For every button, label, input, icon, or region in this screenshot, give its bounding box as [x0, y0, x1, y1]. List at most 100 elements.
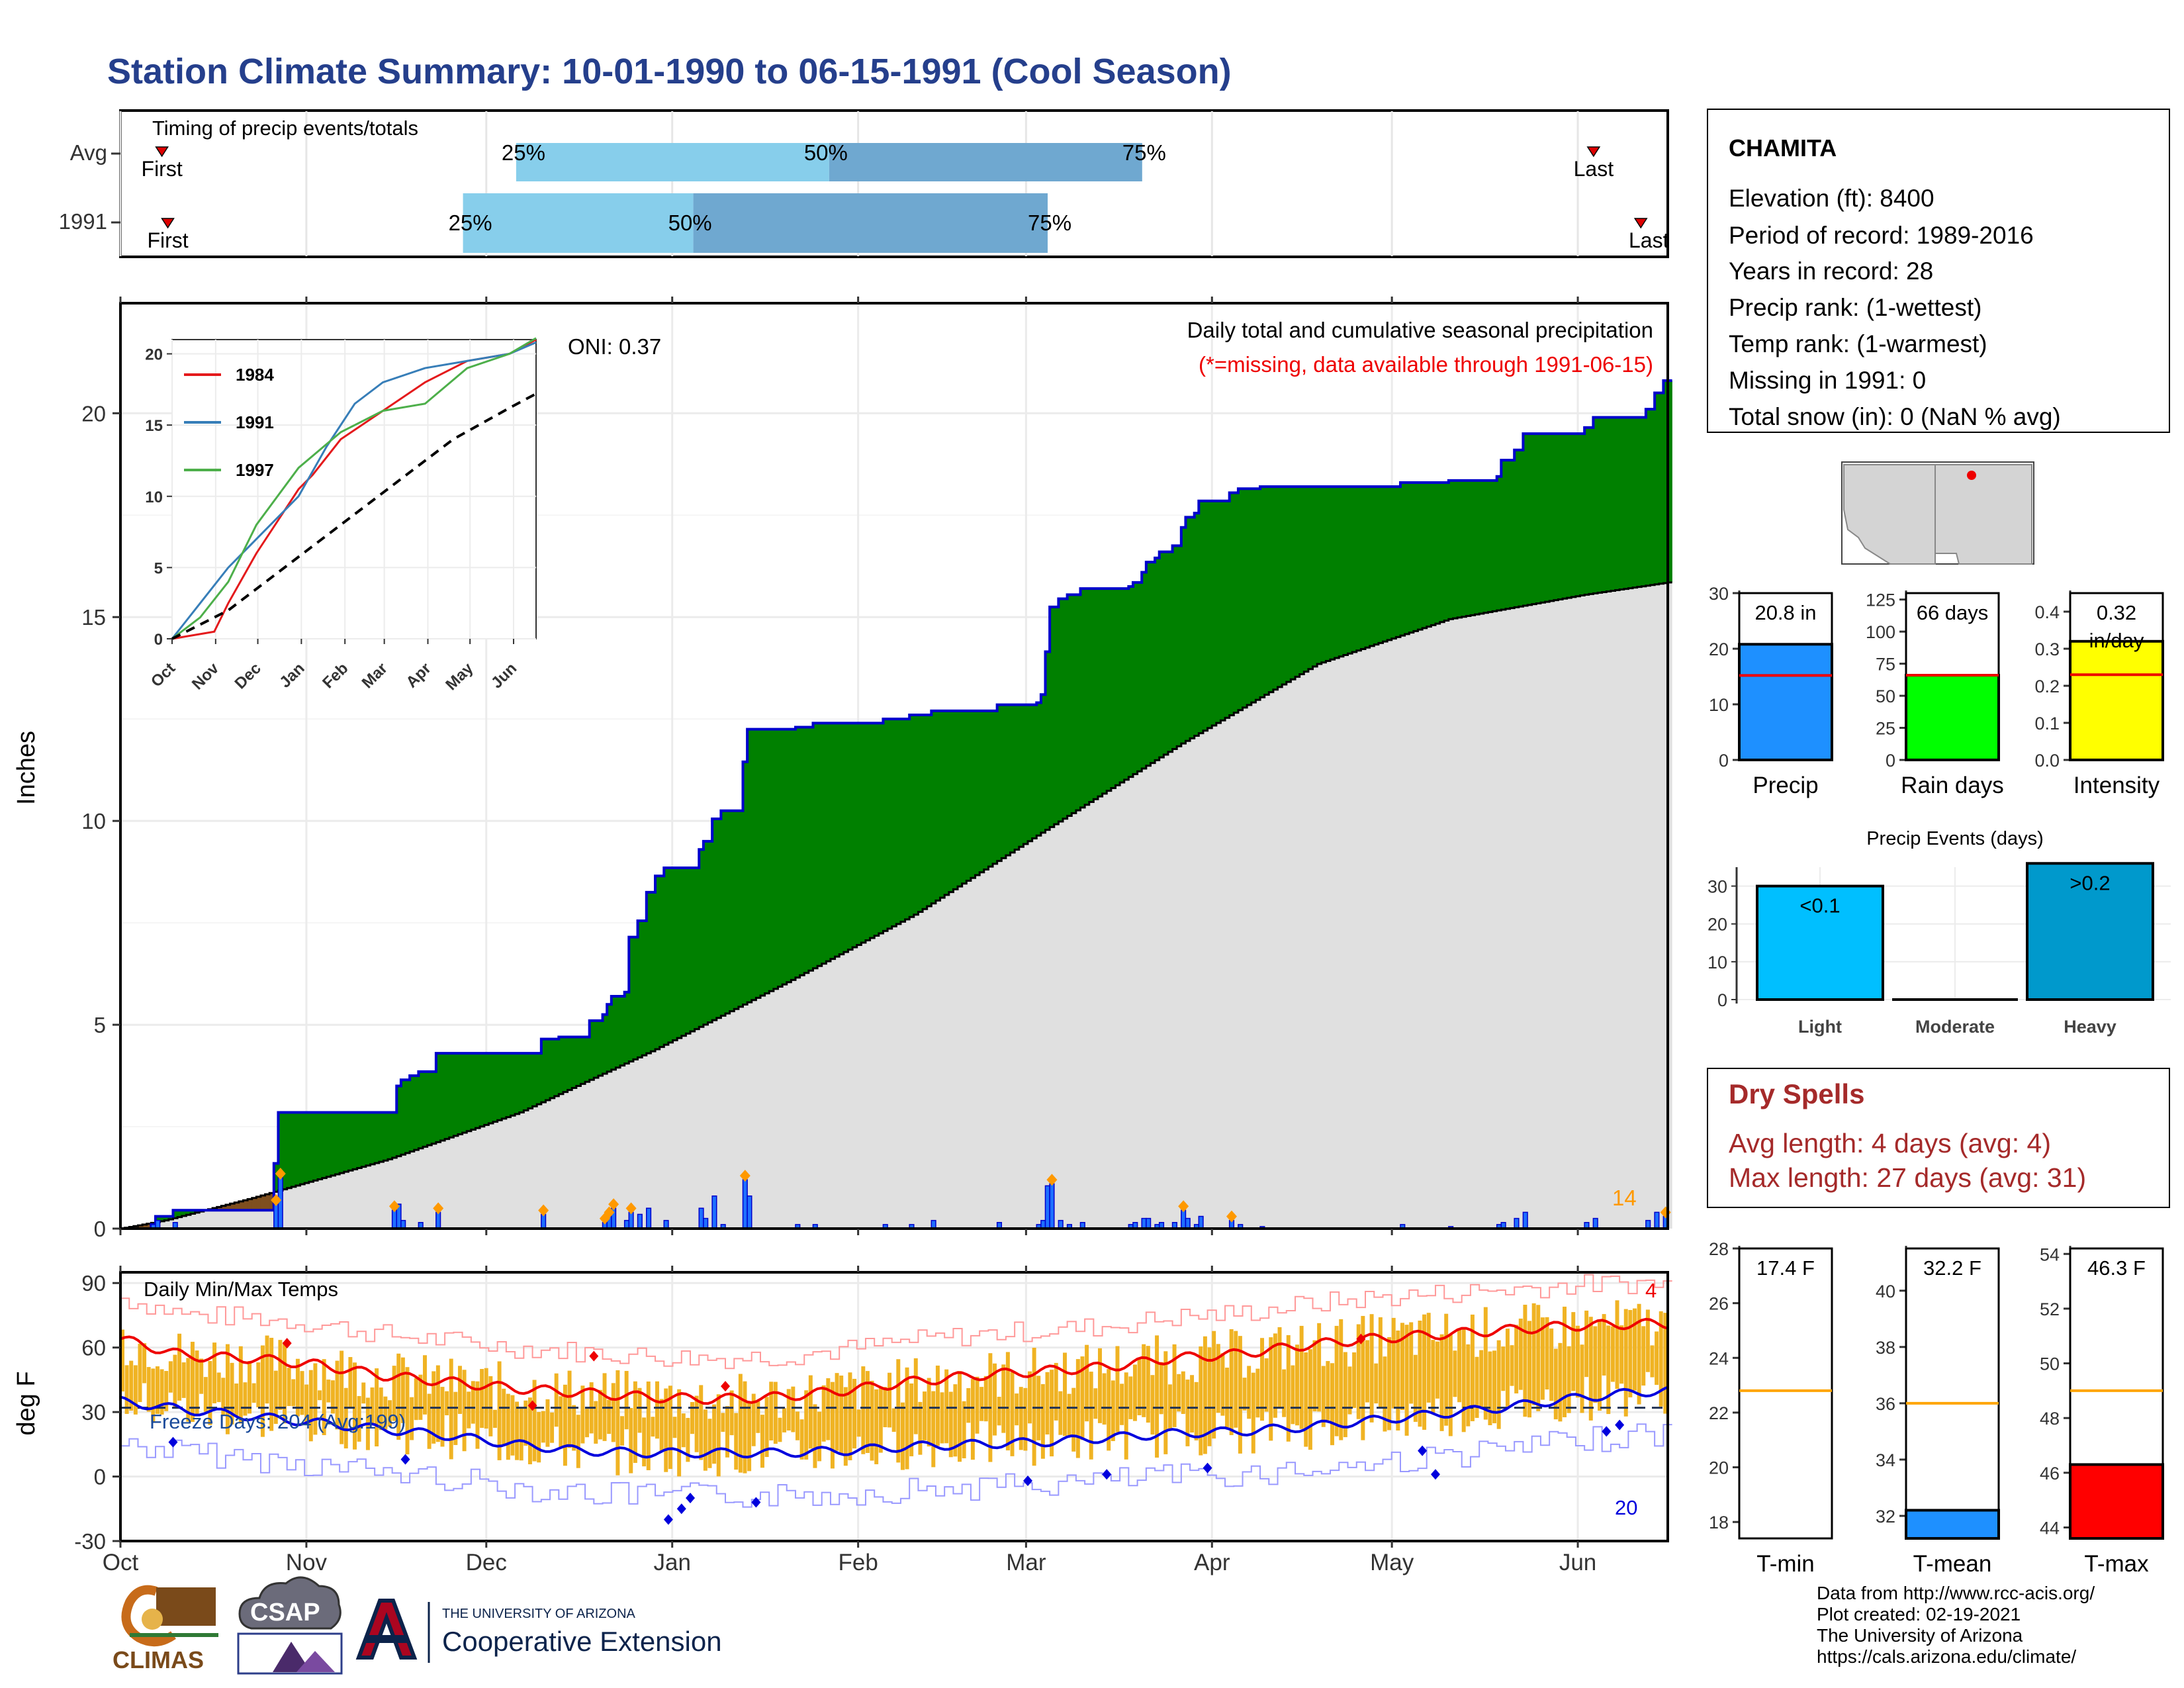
precip-subtitle: (*=missing, data available through 1991-…: [1199, 352, 1653, 377]
daily-precip-bar: [273, 1203, 279, 1229]
bar-ytick-label: 18: [1709, 1513, 1729, 1532]
daily-temp-bar: [343, 1387, 348, 1449]
daily-temp-bar: [585, 1409, 590, 1438]
daily-temp-bar: [1220, 1353, 1225, 1416]
bar-value-label: 20.8 in: [1754, 601, 1816, 624]
daily-temp-bar: [642, 1417, 647, 1467]
events-bar-label: <0.1: [1799, 894, 1840, 917]
daily-precip-bar: [1146, 1217, 1152, 1229]
station-info: CHAMITA Elevation (ft): 8400 Period of r…: [1707, 109, 2170, 433]
daily-temp-bar: [1247, 1366, 1251, 1419]
bar-category-label: Rain days: [1901, 773, 2004, 798]
daily-temp-bar: [318, 1390, 322, 1401]
daily-temp-bar: [1356, 1324, 1361, 1419]
events-ytick-label: 20: [1707, 915, 1727, 935]
daily-temp-bar: [1383, 1356, 1387, 1432]
daily-temp-bar: [151, 1368, 156, 1423]
daily-temp-bar: [1015, 1393, 1019, 1426]
daily-temp-bar: [1242, 1378, 1247, 1411]
inset-ytick-label: 10: [145, 489, 163, 506]
daily-temp-bar: [655, 1381, 659, 1439]
daily-temp-bar: [1510, 1345, 1514, 1386]
average-cumulative-area: [120, 582, 1672, 1229]
daily-temp-bar: [637, 1387, 642, 1433]
daily-temp-bar: [633, 1381, 637, 1463]
daily-temp-bar: [515, 1401, 520, 1460]
daily-temp-bar: [1598, 1321, 1602, 1411]
footer-line: The University of Arizona: [1817, 1625, 2023, 1646]
daily-temp-bar: [1593, 1326, 1598, 1403]
daily-precip-bar: [1044, 1185, 1050, 1229]
daily-temp-bar: [322, 1359, 326, 1436]
dry-spells-frame: [1707, 1068, 2170, 1208]
daily-temp-bar: [690, 1401, 694, 1434]
daily-temp-bar: [817, 1411, 822, 1462]
daily-temp-bar: [694, 1395, 699, 1452]
daily-temp-bar: [607, 1399, 612, 1434]
daily-temp-bar: [1387, 1337, 1392, 1430]
daily-precip-bar: [1522, 1211, 1528, 1229]
daily-temp-bar: [1203, 1336, 1207, 1454]
daily-temp-bar: [870, 1380, 874, 1461]
daily-temp-bar: [979, 1387, 984, 1421]
daily-temp-bar: [786, 1389, 791, 1431]
bar-ytick-label: 10: [1709, 695, 1729, 715]
daily-temp-bar: [865, 1371, 870, 1453]
bar-value-label: 46.3 F: [2087, 1256, 2146, 1280]
daily-temp-bar: [1150, 1375, 1155, 1435]
temp-ytick-label: 90: [81, 1271, 106, 1295]
bar-panel-rain-days: 0 25 50 75 100 125 66 days Rain days: [1866, 590, 2004, 798]
daily-temp-bar: [799, 1419, 804, 1460]
daily-temp-bar: [488, 1376, 493, 1436]
daily-temp-bar: [383, 1396, 388, 1430]
daily-temp-bar: [155, 1366, 159, 1415]
daily-temp-bar: [1251, 1372, 1255, 1454]
daily-temp-bar: [1269, 1337, 1273, 1441]
daily-temp-bar: [1404, 1325, 1409, 1436]
daily-temp-bar: [375, 1368, 379, 1447]
daily-temp-bar: [760, 1415, 764, 1468]
inset-ytick-label: 0: [154, 631, 163, 649]
precip-event-marker: [625, 1202, 637, 1215]
daily-temp-bar: [1365, 1340, 1369, 1403]
month-label: Oct: [103, 1550, 139, 1575]
bar-ytick-label: 48: [2040, 1409, 2060, 1429]
bar-ytick-label: 50: [1876, 686, 1895, 706]
daily-precip-bar: [637, 1213, 643, 1229]
daily-temp-bar: [927, 1378, 931, 1447]
daily-temp-bar: [414, 1378, 418, 1421]
temp-max-count: 4: [1645, 1279, 1657, 1302]
record-low-marker: [168, 1436, 178, 1448]
inset-legend: 1984 1991 1997: [184, 365, 274, 480]
daily-temp-bar: [1483, 1307, 1488, 1420]
daily-temp-bar: [629, 1407, 633, 1474]
daily-temp-bar: [423, 1355, 427, 1415]
daily-temp-bar: [370, 1387, 375, 1425]
logo-climas: CLIMAS: [113, 1585, 218, 1673]
daily-temp-bar: [1435, 1341, 1439, 1399]
daily-temp-bar: [353, 1362, 357, 1450]
daily-temp-bar: [821, 1385, 826, 1442]
bar-value-label: in/day: [2089, 629, 2144, 652]
daily-temp-bar: [1260, 1338, 1265, 1421]
daily-temp-bar: [572, 1405, 576, 1451]
daily-precip-bar: [277, 1177, 283, 1229]
daily-temp-bar: [905, 1367, 909, 1470]
daily-temp-bar: [1058, 1391, 1063, 1435]
precip-event-marker: [1178, 1200, 1189, 1213]
daily-temp-bar: [1527, 1321, 1532, 1418]
daily-temp-bar: [1457, 1328, 1462, 1403]
daily-temp-bar: [567, 1370, 572, 1448]
daily-temp-bar: [1369, 1314, 1374, 1423]
daily-temp-bar: [677, 1389, 682, 1477]
temp-panel: -30 0 30 60 90 Oct Nov Dec Jan Feb Mar Apr May Jun d…: [13, 1266, 1672, 1575]
daily-temp-bar: [1115, 1346, 1120, 1432]
daily-temp-bar: [379, 1387, 383, 1430]
daily-temp-bar: [712, 1404, 717, 1464]
month-label: Jun: [1559, 1550, 1596, 1575]
daily-temp-bar: [199, 1358, 204, 1394]
bar-value: [2069, 1463, 2164, 1540]
last-label: Last: [1629, 228, 1669, 252]
daily-temp-bar: [278, 1340, 283, 1410]
daily-temp-bar: [1391, 1317, 1396, 1409]
